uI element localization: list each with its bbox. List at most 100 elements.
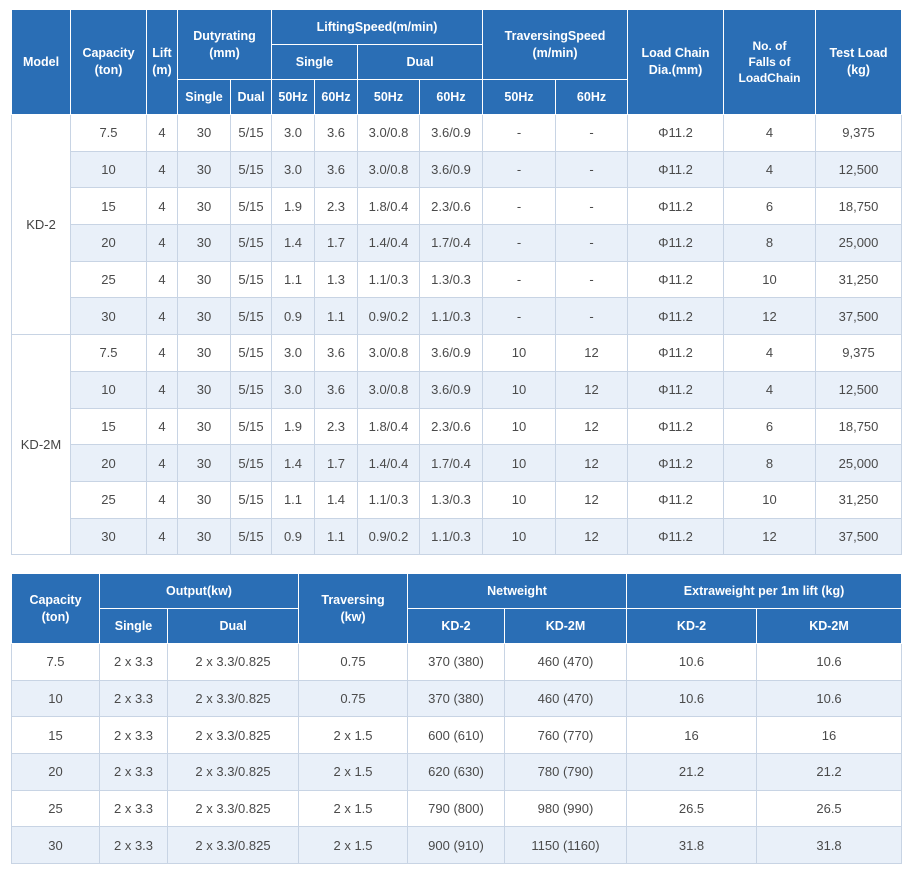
table-cell: 3.6/0.9 [418,334,484,372]
table-cell: 2.3 [314,407,358,446]
table-cell: 790 (800) [407,789,505,828]
table-cell: 370 (380) [407,643,505,681]
table-cell: 30 [177,370,231,409]
header-net-kd2: KD-2 [407,608,505,644]
table-cell: 26.5 [626,789,758,828]
model-cell: KD-2 [11,113,71,336]
table-cell: 30 [177,260,231,299]
specification-table: Model Capacity (ton) Lift (m) Dutyrating (m… [11,9,903,556]
table-cell: 4 [146,370,178,409]
table-cell: 5/15 [230,297,272,336]
table-cell: 3.0/0.8 [357,370,420,409]
table-row: KD-2 7.5 4 30 5/15 3.0 3.6 3.0/0.8 3.6/0.9- - Φ11.… [11,113,903,336]
table-cell: 1.1 [314,297,358,336]
table-cell: 3.0 [271,114,315,152]
table-cell: 7.5 [11,643,100,681]
table-cell: 4 [723,370,817,409]
table-cell: 980 (990) [503,789,628,828]
table-cell: 12 [555,334,629,372]
table-row: 20 4 30 5/15 1.4 1.7 1.4/0.4 1.7/0.4- - Φ11.2 8 25,… [12,224,903,262]
table-cell: 31,250 [815,480,903,519]
table-cell: 3.6/0.9 [418,150,484,189]
table-cell: 12 [555,370,629,409]
table-cell: 10 [482,517,557,556]
header-duty-single: Single [177,79,231,115]
table-cell: 1.8/0.4 [357,187,420,226]
table-cell: 3.0/0.8 [357,114,420,152]
table-cell: 1.4 [314,480,358,519]
table-cell: 10 [482,334,557,372]
table-cell: 1.7/0.4 [418,444,484,482]
table-cell: - [555,150,629,189]
table-cell: 30 [11,826,100,865]
table-cell: 1.1 [271,260,315,299]
table-cell: - [482,297,557,336]
table-cell: 12,500 [815,150,903,189]
table-cell: 2 x 3.3 [99,716,168,755]
table-cell: - [555,297,629,336]
table-cell: 5/15 [230,260,272,299]
table-cell: Φ11.2 [627,114,725,152]
table-cell: 31.8 [626,826,758,865]
table-cell: Φ11.2 [627,187,725,226]
table-cell: 7.5 [70,334,147,372]
table-cell: 4 [146,517,178,556]
table-cell: 37,500 [815,297,903,336]
table-cell: 460 (470) [503,679,628,718]
table-cell: 1.9 [271,187,315,226]
table-cell: 5/15 [230,517,272,556]
table-cell: 6 [723,187,817,226]
table-cell: 4 [146,150,178,189]
table-cell: 10 [11,679,100,718]
table-cell: 30 [177,334,231,372]
header-falls: No. of Falls of LoadChain [723,9,817,115]
header-capacity: Capacity (ton) [70,9,147,115]
output-weight-table: Capacity (ton) Output(kw) Traversing (kw) … [11,573,903,865]
table-cell: 1.4/0.4 [357,444,420,482]
table-cell: 15 [11,716,100,755]
table-cell: 15 [70,187,147,226]
table-cell: - [482,150,557,189]
table-cell: 1.9 [271,407,315,446]
table-row: 15 4 30 5/15 1.9 2.3 1.8/0.4 2.3/0.6 10 12 Φ11.2 6 1… [12,407,903,446]
table-cell: 30 [177,297,231,336]
table-cell: 30 [177,517,231,556]
table-cell: 1.1/0.3 [357,260,420,299]
header-lift-single: Single [271,44,358,80]
table-cell: 31,250 [815,260,903,299]
table-cell: 10.6 [626,679,758,718]
table-cell: 37,500 [815,517,903,556]
table-cell: 0.75 [298,679,408,718]
table-cell: 1.1 [271,480,315,519]
table-cell: 18,750 [815,407,903,446]
table-cell: 2 x 1.5 [298,826,408,865]
table-cell: 3.0 [271,150,315,189]
table-cell: 8 [723,444,817,482]
table-row: 30 4 30 5/15 0.9 1.1 0.9/0.2 1.1/0.3- - Φ11.2 12 37… [12,297,903,336]
table-cell: 900 (910) [407,826,505,865]
table-cell: 30 [70,297,147,336]
table-cell: 9,375 [815,114,903,152]
table-cell: 30 [177,444,231,482]
header-lifting-speed: LiftingSpeed(m/min) [270,9,484,45]
table-cell: 10.6 [626,643,758,681]
table-cell: 21.2 [756,753,903,791]
table-cell: 2.3/0.6 [418,407,484,446]
table-cell: Φ11.2 [627,517,725,556]
table-cell: 4 [146,224,178,262]
table-row: 20 2 x 3.3 2 x 3.3/0.825 2 x 1.5 620 (630) 78… [11,753,903,791]
table-cell: 10 [482,407,557,446]
table-cell: 1150 (1160) [503,826,628,865]
table-row: 30 2 x 3.3 2 x 3.3/0.825 2 x 1.5 900 (910) 11… [11,826,903,865]
table-cell: 1.3/0.3 [418,260,484,299]
header-lift-dual-60hz: 60Hz [418,79,484,115]
table-cell: 20 [70,444,147,482]
table-cell: 15 [70,407,147,446]
table-cell: 0.75 [298,643,408,681]
table-cell: 3.6/0.9 [418,114,484,152]
table-cell: 1.1/0.3 [357,480,420,519]
table-cell: 3.6 [314,114,358,152]
table-cell: 4 [146,444,178,482]
table-cell: Φ11.2 [627,407,725,446]
table-row: 25 2 x 3.3 2 x 3.3/0.825 2 x 1.5 790 (800) 98… [11,789,903,828]
